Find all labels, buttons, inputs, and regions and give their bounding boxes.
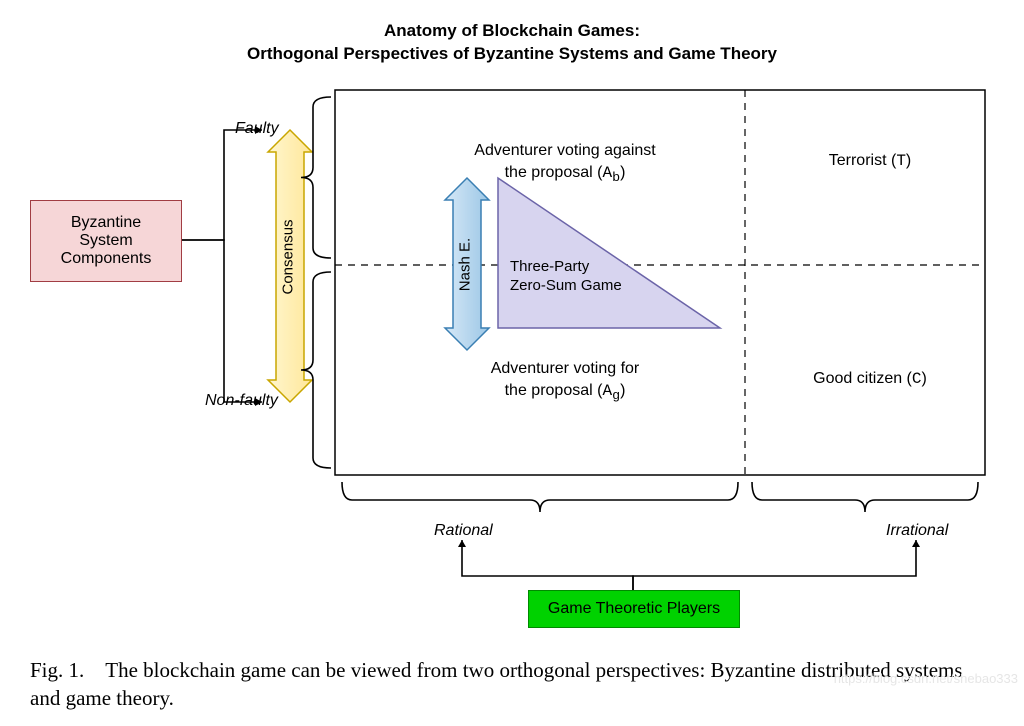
quad-top-right-label: Terrorist (T) [800, 150, 940, 173]
game-theoretic-players-label: Game Theoretic Players [548, 600, 720, 618]
col-label-irrational: Irrational [886, 522, 948, 540]
quad-top-left-label: Adventurer voting against the proposal (… [425, 140, 705, 188]
col-label-rational: Rational [434, 522, 493, 540]
row-label-nonfaulty: Non-faulty [205, 392, 278, 410]
consensus-arrow-label: Consensus [280, 235, 297, 295]
quad-bottom-left-label: Adventurer voting for the proposal (Ag) [425, 358, 705, 406]
byzantine-components-box: ByzantineSystemComponents [30, 200, 182, 282]
quad-bottom-right-label: Good citizen (C) [785, 368, 955, 391]
byzantine-components-label: ByzantineSystemComponents [61, 214, 152, 268]
nash-arrow-label: Nash E. [457, 235, 474, 295]
triangle-label: Three-Party Zero-Sum Game [510, 258, 622, 296]
game-theoretic-players-box: Game Theoretic Players [528, 590, 740, 628]
row-label-faulty: Faulty [235, 120, 279, 138]
diagram-root: Anatomy of Blockchain Games: Orthogonal … [0, 0, 1024, 726]
watermark: https://blog.csdn.net/shebao333 [834, 671, 1018, 686]
